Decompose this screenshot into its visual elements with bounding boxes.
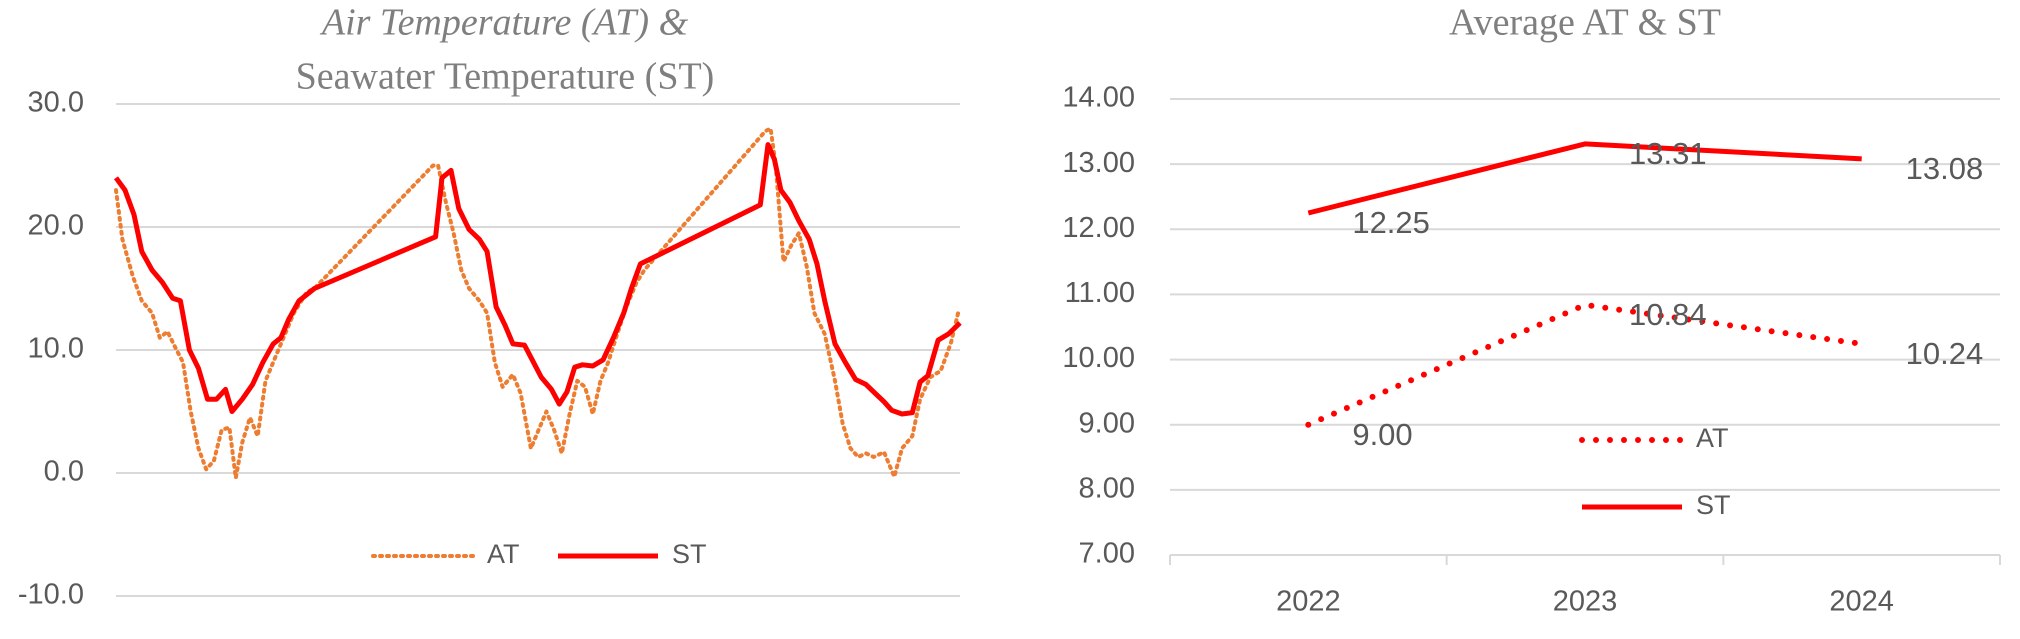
y-tick-label: 20.0 [28, 210, 84, 242]
legend-label: ST [1696, 490, 1731, 520]
series-line [1305, 301, 1865, 428]
legend-label: AT [1696, 423, 1729, 453]
chart-title: Average AT & ST [1449, 2, 1721, 44]
legend-label: ST [672, 539, 707, 569]
y-tick-label: 8.00 [1079, 473, 1135, 505]
y-tick-label: 30.0 [28, 87, 84, 119]
series-line [114, 126, 961, 480]
chart-title: Air Temperature (AT) & [319, 2, 689, 44]
y-tick-label: 10.00 [1062, 342, 1135, 374]
x-tick-label: 2022 [1276, 586, 1341, 618]
y-tick-label: 10.0 [28, 333, 84, 365]
y-tick-label: 0.0 [44, 456, 84, 488]
y-tick-label: 13.00 [1062, 147, 1135, 179]
y-tick-label: 9.00 [1079, 407, 1135, 439]
y-tick-label: 12.00 [1062, 212, 1135, 244]
data-label: 9.00 [1352, 417, 1412, 452]
x-tick-label: 2024 [1829, 586, 1894, 618]
y-tick-label: 11.00 [1065, 277, 1135, 309]
data-label: 12.25 [1352, 205, 1430, 240]
y-tick-label: 14.00 [1062, 82, 1135, 114]
legend-label: AT [487, 539, 520, 569]
y-tick-label: -10.0 [18, 579, 84, 611]
data-label: 10.84 [1629, 297, 1707, 332]
y-tick-label: 7.00 [1079, 538, 1135, 570]
series-line [113, 142, 962, 417]
series-line [1307, 141, 1862, 216]
data-label: 13.31 [1629, 136, 1707, 171]
x-tick-label: 2023 [1553, 586, 1618, 618]
data-label: 13.08 [1906, 151, 1984, 186]
data-label: 10.24 [1906, 336, 1984, 371]
chart-title: Seawater Temperature (ST) [296, 56, 715, 98]
